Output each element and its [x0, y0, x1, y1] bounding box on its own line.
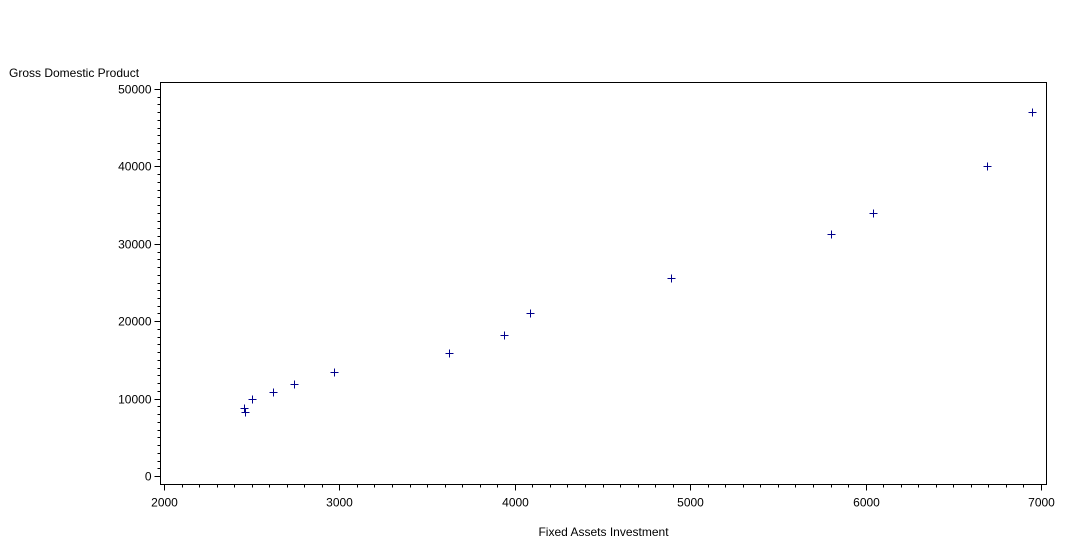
x-tick-label: 5000: [677, 496, 704, 510]
data-point: [983, 162, 992, 171]
y-axis-title: Gross Domestic Product: [9, 66, 140, 80]
y-axis: 0 10000 20000 30000 40000 50000: [118, 83, 161, 484]
data-point: [445, 349, 454, 358]
x-tick-label: 6000: [853, 496, 880, 510]
data-point: [869, 209, 878, 218]
x-tick-label: 4000: [502, 496, 529, 510]
y-tick-label: 50000: [118, 83, 152, 97]
y-tick-label: 30000: [118, 238, 152, 252]
data-point: [241, 408, 250, 417]
x-axis-title: Fixed Assets Investment: [538, 525, 669, 539]
data-point: [290, 380, 299, 389]
y-tick-label: 10000: [118, 393, 152, 407]
data-point: [526, 309, 535, 318]
y-tick-label: 0: [145, 470, 152, 484]
y-tick-label: 20000: [118, 315, 152, 329]
data-point: [1028, 108, 1037, 117]
plot-frame: [160, 82, 1047, 485]
data-point: [240, 404, 249, 413]
data-point: [827, 230, 836, 239]
x-tick-label: 7000: [1028, 496, 1055, 510]
x-tick-label: 2000: [151, 496, 178, 510]
data-point: [269, 388, 278, 397]
x-axis: 2000 3000 4000 5000 6000 7000: [151, 484, 1055, 510]
data-point: [248, 395, 257, 404]
data-points: [240, 108, 1037, 417]
data-point: [500, 331, 509, 340]
x-tick-label: 3000: [326, 496, 353, 510]
y-tick-label: 40000: [118, 160, 152, 174]
data-point: [667, 274, 676, 283]
data-point: [330, 368, 339, 377]
